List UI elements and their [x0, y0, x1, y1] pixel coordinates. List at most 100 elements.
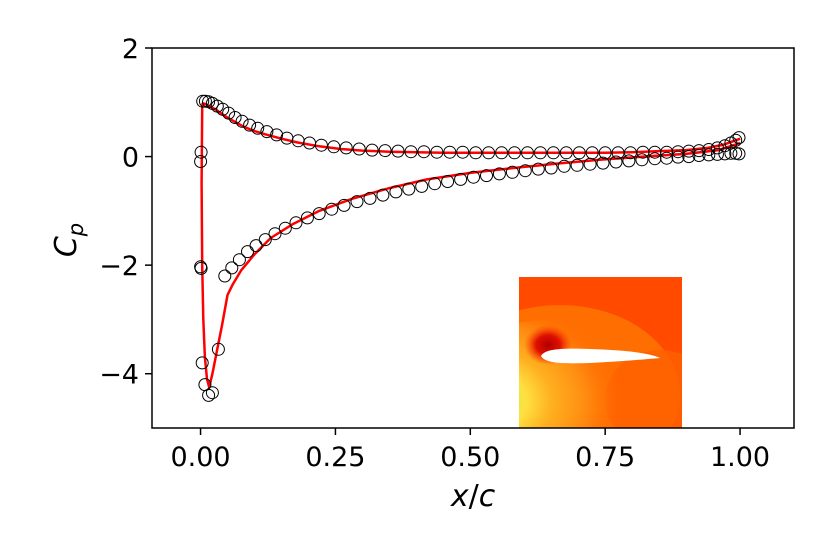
y-tick-label: −4 [99, 360, 139, 391]
reference-point [391, 144, 405, 158]
reference-point [508, 146, 521, 160]
reference-point [280, 131, 294, 145]
reference-point [732, 147, 746, 161]
reference-point [350, 195, 364, 209]
reference-point [428, 177, 442, 191]
reference-point [692, 149, 706, 162]
reference-point [325, 202, 339, 216]
reference-point [441, 175, 455, 188]
reference-point [260, 125, 274, 139]
y-tick-label: −2 [99, 251, 139, 282]
reference-point [278, 221, 292, 235]
reference-point [546, 146, 560, 160]
reference-point [365, 143, 379, 157]
reference-point [241, 245, 254, 259]
reference-point [495, 146, 509, 160]
reference-point [402, 182, 416, 196]
reference-point [194, 155, 208, 168]
reference-point [583, 157, 597, 171]
reference-point [521, 146, 534, 160]
reference-point [205, 386, 219, 400]
reference-point [454, 172, 468, 186]
reference-point [211, 342, 225, 356]
x-tick-label: 0.25 [305, 442, 365, 473]
reference-point [251, 121, 265, 135]
reference-point [327, 140, 341, 154]
reference-point [710, 147, 724, 161]
reference-point [469, 146, 483, 160]
reference-point [724, 146, 738, 160]
y-axis-ticks: −4 −2 0 2 [99, 34, 152, 391]
reference-point [218, 269, 232, 283]
reference-point [492, 167, 506, 181]
reference-point [289, 216, 303, 230]
airfoil-shape [541, 348, 660, 364]
reference-point [467, 170, 480, 184]
reference-point [531, 162, 545, 176]
reference-point [557, 159, 571, 173]
reference-point [718, 147, 732, 161]
reference-point [337, 198, 351, 212]
reference-point [235, 114, 249, 128]
reference-point [389, 185, 403, 199]
reference-point [505, 165, 519, 179]
reference-point [635, 153, 649, 167]
reference-point [270, 128, 284, 142]
reference-point [378, 144, 392, 158]
reference-point [671, 150, 685, 164]
reference-point [249, 239, 263, 253]
reference-point [596, 156, 610, 170]
reference-point [570, 158, 584, 172]
inset-pressure-contour [519, 277, 682, 428]
reference-point [228, 111, 242, 124]
x-axis-label: x/c [450, 479, 496, 514]
y-tick-label: 2 [122, 34, 139, 65]
reference-point [243, 118, 257, 132]
reference-point [430, 145, 444, 159]
reference-point [482, 146, 496, 160]
reference-point [194, 145, 208, 159]
reference-point [456, 145, 470, 159]
reference-point [671, 145, 685, 159]
reference-point [415, 179, 429, 193]
reference-point [268, 227, 282, 241]
reference-point [443, 145, 457, 159]
x-tick-label: 0.50 [440, 442, 500, 473]
reference-point [622, 154, 636, 168]
reference-point [611, 146, 625, 160]
reference-point [376, 188, 390, 202]
reference-point [732, 131, 746, 145]
reference-series-markers [194, 94, 746, 402]
reference-point [533, 146, 547, 160]
reference-point [300, 211, 314, 225]
reference-point [682, 150, 696, 164]
reference-point [559, 146, 573, 160]
plot-frame [151, 47, 795, 429]
reference-point [232, 253, 246, 267]
reference-point [198, 94, 212, 108]
y-tick-label: 0 [122, 143, 139, 174]
x-tick-label: 0.00 [170, 442, 230, 473]
reference-point [544, 161, 558, 175]
reference-point [225, 261, 239, 275]
y-axis-label: Cp [49, 223, 88, 257]
reference-point [352, 142, 366, 156]
x-tick-label: 0.75 [575, 442, 635, 473]
reference-point [572, 146, 586, 160]
reference-point [196, 94, 210, 108]
reference-point [195, 356, 209, 370]
reference-point [702, 148, 716, 162]
reference-point [194, 261, 208, 275]
x-axis-ticks: 0.00 0.25 0.50 0.75 1.00 [170, 428, 770, 473]
reference-point [417, 145, 431, 159]
reference-point [598, 146, 612, 160]
reference-point [404, 145, 418, 159]
reference-point [258, 233, 272, 247]
reference-point [312, 207, 326, 221]
reference-point [202, 388, 216, 402]
x-tick-label: 1.00 [710, 442, 770, 473]
reference-point [363, 191, 377, 205]
reference-point [660, 151, 674, 165]
reference-point [518, 164, 532, 178]
